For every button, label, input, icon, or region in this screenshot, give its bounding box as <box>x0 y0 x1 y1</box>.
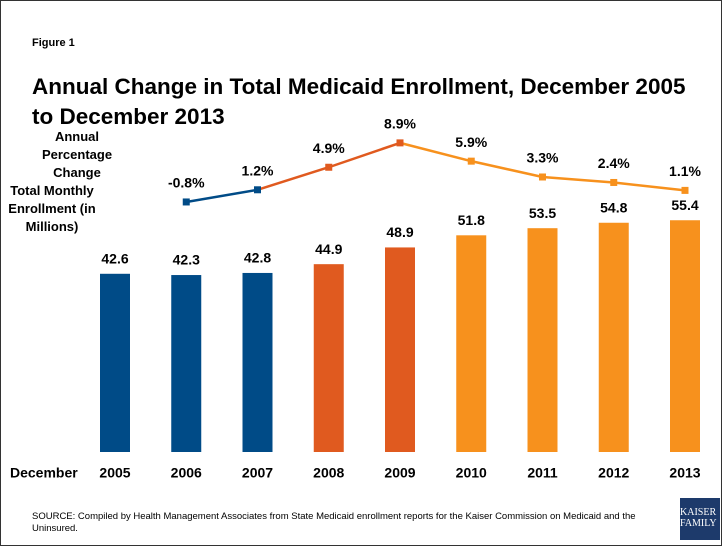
data-label: 5.9% <box>455 134 487 150</box>
line-marker <box>681 186 689 194</box>
data-label: 8.9% <box>384 116 416 132</box>
bar <box>456 235 487 452</box>
data-label: 44.9 <box>315 241 342 257</box>
data-label: 53.5 <box>529 205 556 221</box>
data-label: 1.1% <box>669 163 701 179</box>
data-label: -0.8% <box>168 175 205 191</box>
bar <box>670 220 700 452</box>
legend-bar: Total Monthly Enrollment (in Millions) <box>8 183 96 234</box>
line-marker <box>396 139 404 147</box>
bar <box>242 272 273 452</box>
bar <box>100 273 130 452</box>
line-segment <box>470 159 543 179</box>
bar <box>385 247 415 452</box>
line-marker <box>467 157 475 165</box>
bar <box>527 228 558 452</box>
line-segment <box>399 141 472 163</box>
data-label: 55.4 <box>671 197 698 213</box>
x-tick-label: 2011 <box>527 465 558 481</box>
x-tick-label: 2009 <box>384 465 415 481</box>
x-axis-label: December <box>10 465 78 481</box>
line-segment <box>328 141 401 169</box>
data-label: 42.8 <box>244 250 271 266</box>
line-segment <box>257 166 330 191</box>
line-marker <box>539 173 546 181</box>
chart-title: Annual Change in Total Medicaid Enrollme… <box>32 74 686 129</box>
line-segment <box>542 175 614 184</box>
logo-text: KAISER <box>680 507 717 518</box>
data-label: 1.2% <box>242 162 274 178</box>
data-label: 54.8 <box>600 199 627 215</box>
data-label: 42.6 <box>101 250 128 266</box>
line-segment <box>186 188 258 204</box>
bar <box>313 264 344 452</box>
legend-line: Annual Percentage Change <box>41 129 113 180</box>
x-tick-label: 2008 <box>313 465 344 481</box>
logo: KAISER FAMILY <box>680 498 720 540</box>
x-tick-label: 2012 <box>598 465 629 481</box>
x-tick-label: 2006 <box>171 465 202 481</box>
bar <box>598 222 629 452</box>
line-marker <box>254 186 261 194</box>
line-marker <box>182 198 190 206</box>
x-tick-label: 2013 <box>669 465 700 481</box>
data-label: 48.9 <box>386 224 413 240</box>
source-note: SOURCE: Compiled by Health Management As… <box>32 511 636 534</box>
x-tick-label: 2010 <box>456 465 487 481</box>
line-segment <box>613 181 686 192</box>
data-label: 4.9% <box>313 140 345 156</box>
line-marker <box>325 163 333 171</box>
data-label: 3.3% <box>527 150 559 166</box>
data-label: 51.8 <box>458 212 485 228</box>
line-marker <box>610 178 618 186</box>
x-tick-label: 2007 <box>242 465 273 481</box>
bar <box>171 275 202 452</box>
data-label: 2.4% <box>598 155 630 171</box>
data-label: 42.3 <box>173 252 200 268</box>
logo-text: FAMILY <box>680 518 717 529</box>
figure-label: Figure 1 <box>32 37 75 49</box>
x-tick-label: 2005 <box>99 465 130 481</box>
